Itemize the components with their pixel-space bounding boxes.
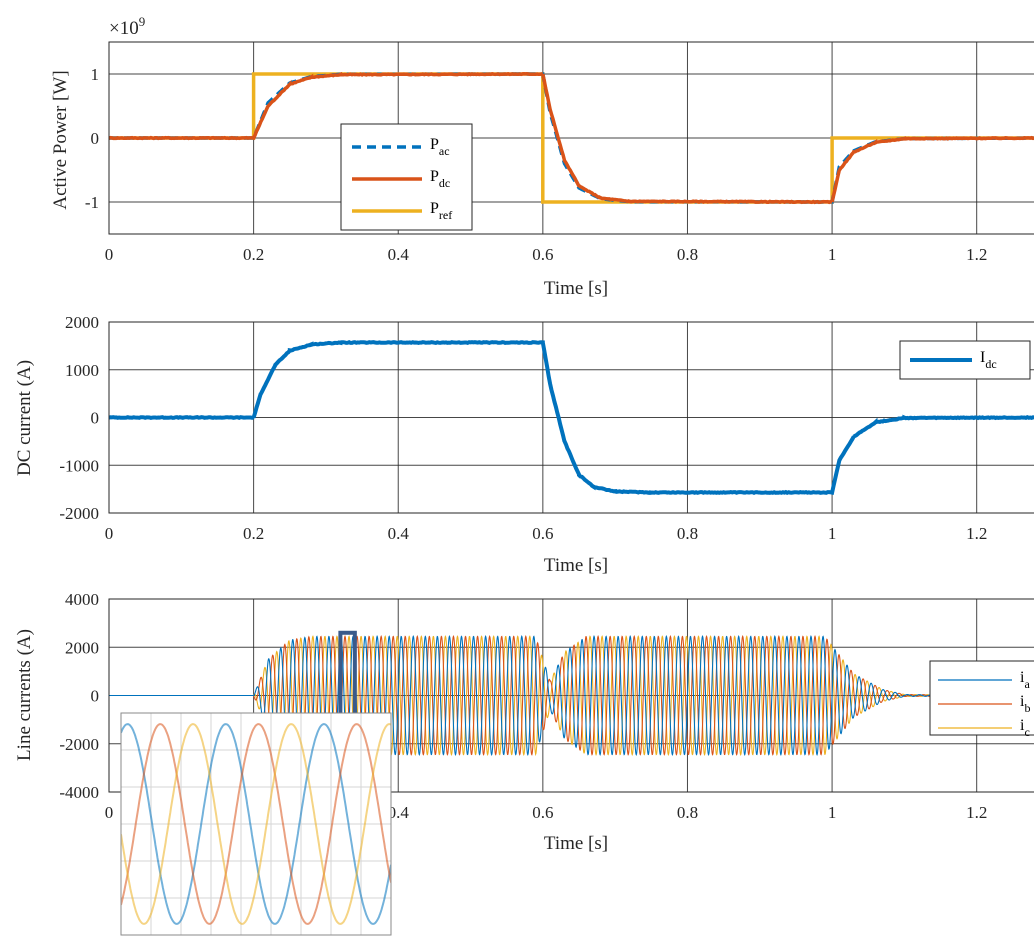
- x-tick-label: 0.2: [243, 245, 264, 264]
- dc-current-x-label: Time [s]: [544, 555, 608, 576]
- series-p-ref: [109, 72, 1034, 204]
- dc-current-y-label: DC current (A): [14, 360, 35, 476]
- y-tick-label: 2000: [65, 638, 99, 657]
- line-currents-x-ticks: 00.20.40.60.811.2: [105, 803, 988, 822]
- dc-current-x-ticks: 0 0.2 0.4 0.6 0.8 1 1.2: [105, 524, 988, 543]
- inset-phase-wave: [121, 723, 391, 925]
- active-power-x-label: Time [s]: [544, 278, 608, 299]
- x-tick-label: 0.8: [677, 524, 698, 543]
- series-p-dc: [109, 71, 1034, 205]
- x-tick-label: 1: [828, 524, 837, 543]
- x-tick-label: 0.4: [388, 245, 410, 264]
- legend-entry: ib: [1020, 693, 1030, 715]
- legend-entry: ia: [1020, 669, 1030, 691]
- y-tick-label: 1000: [65, 361, 99, 380]
- x-tick-label: 0: [105, 524, 114, 543]
- active-power-plot: 0 0.2 0.4 0.6 0.8 1 1.2 -1 0 1 ×109 Active Power…: [50, 14, 1034, 299]
- x-tick-label: 0.4: [388, 803, 410, 822]
- x-tick-label: 0.6: [532, 245, 553, 264]
- x-tick-label: 0.6: [532, 803, 553, 822]
- x-tick-label: 0.2: [243, 524, 264, 543]
- y-tick-label: -1: [85, 193, 99, 212]
- x-tick-label: 0.4: [388, 524, 410, 543]
- series-i-a: [109, 635, 1034, 756]
- dc-current-series: [109, 340, 1034, 495]
- series-i-c: [109, 635, 1034, 757]
- active-power-exponent: ×109: [109, 14, 145, 39]
- x-tick-label: 0.8: [677, 245, 698, 264]
- x-tick-label: 0.8: [677, 803, 698, 822]
- series-p-ac: [109, 72, 1034, 204]
- y-tick-label: -2000: [59, 504, 99, 523]
- legend-entry: Idc: [980, 349, 997, 371]
- y-tick-label: 0: [91, 129, 100, 148]
- active-power-x-ticks: 0 0.2 0.4 0.6 0.8 1 1.2: [105, 245, 988, 264]
- line-currents-x-label: Time [s]: [544, 833, 608, 854]
- y-tick-label: 2000: [65, 313, 99, 332]
- legend-entry: ic: [1020, 717, 1030, 739]
- dc-current-y-ticks: -2000 -1000 0 1000 2000: [59, 313, 99, 523]
- x-tick-label: 0.6: [532, 524, 553, 543]
- active-power-legend: Pac Pdc Pref: [340, 123, 473, 231]
- series-i-dc: [109, 340, 1034, 495]
- inset-border: [120, 712, 392, 936]
- y-tick-label: -4000: [59, 783, 99, 802]
- inset-phase-wave: [121, 723, 391, 925]
- legend-entry: Pdc: [430, 168, 450, 190]
- line-currents-y-ticks: -4000 -2000 0 2000 4000: [59, 590, 99, 802]
- dc-current-plot: 0 0.2 0.4 0.6 0.8 1 1.2 -2000 -1000 0 1000 2000 DC…: [14, 313, 1034, 576]
- dc-current-legend: Idc: [899, 340, 1031, 380]
- x-tick-label: 1.2: [966, 245, 987, 264]
- inset-phase-wave: [121, 723, 391, 925]
- x-tick-label: 1.2: [966, 803, 987, 822]
- dc-current-axes-box: [108, 321, 1034, 514]
- x-tick-label: 0: [105, 245, 114, 264]
- x-tick-label: 1.2: [966, 524, 987, 543]
- line-currents-zoom-inset: [120, 712, 392, 936]
- active-power-series: [109, 71, 1034, 205]
- y-tick-label: -2000: [59, 735, 99, 754]
- y-tick-label: 0: [91, 409, 100, 428]
- x-tick-label: 1: [828, 803, 837, 822]
- active-power-axes-box: [108, 41, 1034, 235]
- legend-entry: Pref: [430, 200, 452, 222]
- x-tick-label: 1: [828, 245, 837, 264]
- zoom-inset-series: [121, 723, 391, 925]
- y-tick-label: 1: [91, 65, 100, 84]
- x-tick-label: 0: [105, 803, 114, 822]
- legend-entry: Pac: [430, 136, 450, 158]
- line-currents-axes-box: [108, 598, 1034, 793]
- y-tick-label: 4000: [65, 590, 99, 609]
- y-tick-label: -1000: [59, 456, 99, 475]
- line-currents-y-label: Line currents (A): [14, 629, 35, 761]
- active-power-y-label: Active Power [W]: [50, 70, 71, 209]
- y-tick-label: 0: [91, 687, 100, 706]
- active-power-y-ticks: -1 0 1: [85, 65, 99, 212]
